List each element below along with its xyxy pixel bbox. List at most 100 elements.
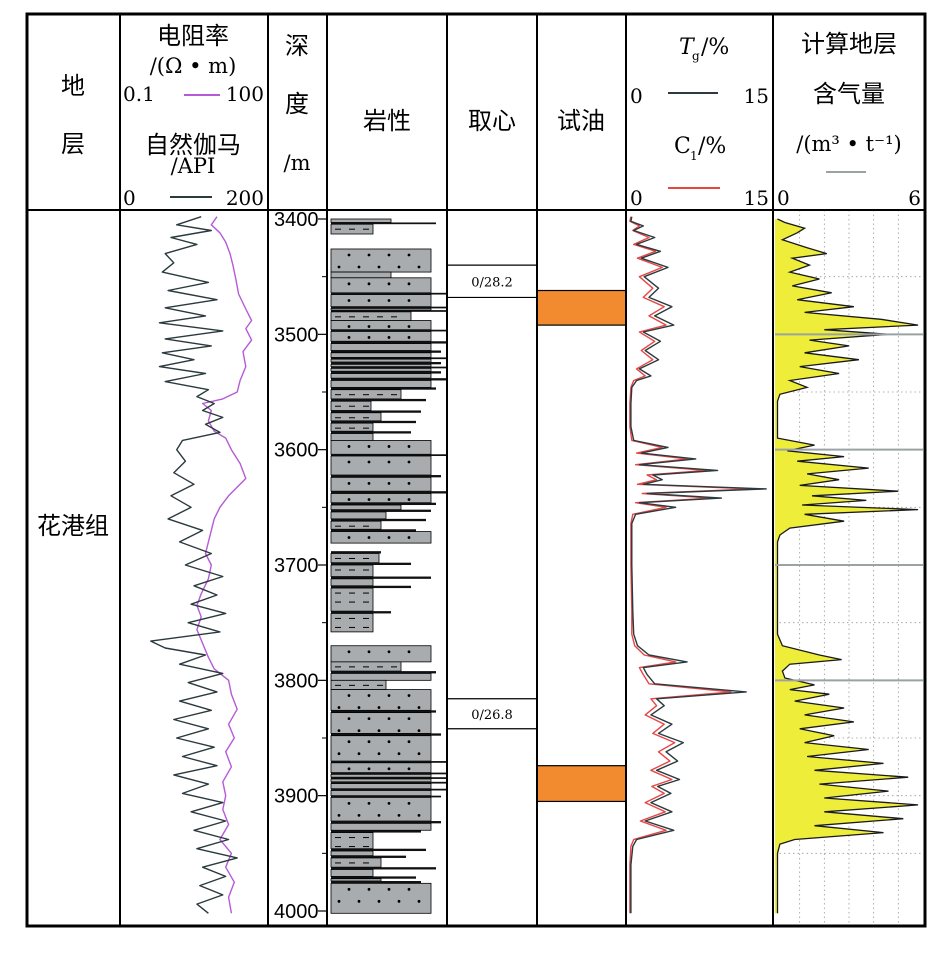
lithology-bed-mudstone [331,475,441,478]
sandstone-grain-dot [407,282,411,286]
coring-header: 取心 [468,107,516,135]
sandstone-grain-dot [337,899,341,903]
lithology-bed-sandstone [330,331,432,342]
lithology-bed-siltstone [330,564,374,577]
sandstone-grain-dot [417,813,421,817]
lithology-bed-mudstone [331,551,381,554]
lithology-bed-mudstone [331,329,447,332]
sandstone-grain-dot [357,706,361,709]
lithology-bed-sandstone [330,796,432,822]
gas-content-title: 计算地层 [801,30,897,58]
lithology-bed-sandstone [330,373,432,379]
lithology-bed-sandstone [330,343,432,351]
c1-max-label: 15 [744,186,769,210]
log-curves [150,216,767,914]
lithology-bed-siltstone [330,504,402,511]
sandstone-grain-dot [367,253,371,257]
sandstone-grain-dot [347,325,351,328]
sandstone-grain-dot [387,460,391,464]
sandstone-grain-dot [387,282,391,286]
core-recovery-label: 0/26.8 [471,708,513,723]
lithology-bed-mudstone [331,362,441,365]
resistivity-title: 电阻率 [157,22,229,50]
lithology-bed-mudstone [331,867,436,870]
depth-ticks: 3400 3500 3600 3700 3800 3900 4000 [274,209,327,923]
lithology-bed-sandstone [330,380,432,388]
lithology-bed-mudstone [331,398,426,402]
oil-test-column [536,289,627,803]
core-recovery-label: 0/28.2 [471,275,513,290]
lithology-bed-mudstone [331,671,436,674]
depth-tick-label: 4000 [274,901,319,923]
lithology-bed-sandstone [330,455,432,476]
sandstone-grain-dot [397,706,401,709]
lithology-bed-sandstone [330,476,432,492]
sandstone-grain-dot [347,717,351,721]
sandstone-grain-dot [347,887,351,891]
lithology-bed-sandstone [330,493,432,504]
sandstone-grain-dot [347,299,351,302]
lithology-bed-sandstone [330,294,432,308]
sandstone-grain-dot [407,536,411,539]
gr-min-label: 0 [123,186,136,210]
lithology-bed-mudstone [331,562,411,565]
sandstone-grain-dot [387,717,391,721]
lithology-bed-mudstone [331,222,436,225]
gas-content-min-label: 0 [777,186,790,210]
sandstone-grain-dot [367,650,371,654]
sandstone-grain-dot [387,498,391,501]
sandstone-grain-dot [387,650,391,654]
sandstone-grain-dot [407,299,411,302]
sandstone-grain-dot [337,752,341,756]
lithology-bed-mudstone [331,710,436,713]
lithology-bed-mudstone [331,366,447,369]
sandstone-grain-dot [407,445,411,448]
sandstone-grain-dot [367,460,371,464]
lithology-bed-sandstone [330,645,432,663]
gas-content-max-label: 6 [908,186,921,210]
depth-tick-label: 3900 [274,786,319,808]
gas-content-track [775,210,923,926]
lithology-bed-mudstone [331,341,447,344]
lithology-bed-mudstone [331,611,391,614]
lithology-bed-mudstone [331,306,447,309]
sandstone-grain-dot [417,265,421,269]
tg-sub: g [692,49,700,63]
sandstone-grain-dot [347,253,351,257]
oil-test-interval [536,289,627,326]
lithology-bed-mudstone [331,387,436,390]
gas-content-curve [776,218,919,914]
sandstone-grain-dot [407,887,411,891]
depth-tick-label: 3500 [274,324,319,346]
lithology-bed-mudstone [331,585,411,589]
lithology-bed-sandstone [330,735,432,762]
sandstone-grain-dot [367,325,371,328]
lithology-bed-sandstone [330,320,432,331]
lithology-bed-mudstone [331,848,426,852]
sandstone-grain-dot [347,536,351,539]
sandstone-grain-dot [387,694,391,697]
sandstone-grain-dot [407,740,411,744]
sandstone-grain-dot [377,265,381,269]
lithology-bed-sandstone [330,218,392,223]
lithology-bed-sandstone [330,367,432,372]
lithology-bed-mudstone [331,576,431,579]
sandstone-grain-dot [377,752,381,756]
sandstone-grain-dot [397,813,401,817]
sandstone-grain-dot [387,481,391,485]
lithology-bed-sandstone [330,712,432,734]
depth-tick-label: 3600 [274,440,319,462]
sandstone-grain-dot [377,813,381,817]
sandstone-grain-dot [417,752,421,756]
test-header: 试油 [557,107,605,135]
coring-column: 0/28.2 0/26.8 [447,264,537,730]
sandstone-grain-dot [407,460,411,464]
c1-min-label: 0 [630,186,643,210]
lithology-bed-siltstone [330,578,374,587]
lithology-bed-siltstone [330,613,374,633]
sandstone-grain-dot [377,729,381,733]
lithology-bed-siltstone [330,311,412,321]
lithology-bed-sandstone [330,778,432,783]
sandstone-grain-dot [347,498,351,501]
sandstone-grain-dot [407,253,411,257]
